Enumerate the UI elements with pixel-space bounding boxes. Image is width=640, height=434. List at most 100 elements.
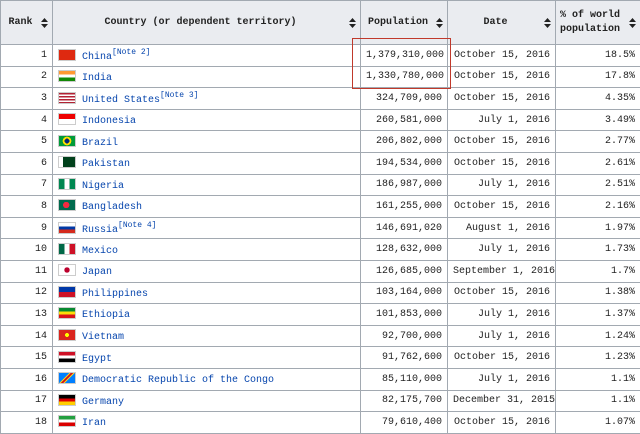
rank-cell: 6 [0,151,53,175]
population-cell: 103,164,000 [360,281,448,305]
table-row: 18 Iran 79,610,400 October 15, 2016 1.07% [0,411,640,434]
flag-icon [58,372,76,385]
percent-cell: 3.49% [555,108,640,132]
population-cell: 79,610,400 [360,411,448,434]
header-text: % of world population [560,9,621,35]
date-cell: October 15, 2016 [447,65,556,89]
rank-cell: 9 [0,216,53,240]
date-cell: October 15, 2016 [447,195,556,218]
population-cell: 128,632,000 [360,238,448,261]
country-link[interactable]: Ethiopia [82,310,131,322]
column-header[interactable]: Population [360,0,448,45]
note-link[interactable]: [Note 2] [112,47,151,57]
country-link[interactable]: Philippines [82,288,149,300]
country-cell: Russia[Note 4] [52,216,361,240]
country-cell: Brazil [52,130,361,153]
population-cell: 324,709,000 [360,87,448,110]
table-row: 16 Democratic Republic of the Congo 85,110… [0,367,640,391]
flag-icon [58,199,76,212]
country-link[interactable]: Democratic Republic of the Congo [82,375,275,387]
flag-icon [58,177,76,190]
column-header[interactable]: Date [447,0,556,45]
sort-icon[interactable] [349,17,356,28]
country-link[interactable]: Germany [82,396,125,408]
country-link[interactable]: Nigeria [82,180,125,192]
country-cell: Democratic Republic of the Congo [52,367,361,391]
percent-cell: 2.77% [555,130,640,153]
country-cell: Pakistan [52,151,361,175]
country-link[interactable]: Vietnam [82,332,125,344]
date-cell: October 15, 2016 [447,130,556,153]
table-row: 13 Ethiopia 101,853,000 July 1, 2016 1.37% [0,303,640,326]
rank-cell: 18 [0,411,53,434]
country-link[interactable]: Brazil [82,137,119,149]
percent-cell: 1.73% [555,238,640,261]
flag-icon [58,69,76,82]
note-link[interactable]: [Note 4] [118,220,157,230]
date-cell: October 15, 2016 [447,44,556,67]
country-cell: China[Note 2] [52,44,361,67]
percent-cell: 2.61% [555,151,640,175]
population-cell: 101,853,000 [360,303,448,326]
table-row: 9 Russia[Note 4] 146,691,020 August 1, 2016… [0,216,640,240]
date-cell: October 15, 2016 [447,151,556,175]
population-cell: 146,691,020 [360,216,448,240]
country-link[interactable]: India [82,72,113,84]
country-cell: Egypt [52,346,361,369]
sort-icon[interactable] [41,17,48,28]
percent-cell: 4.35% [555,87,640,110]
population-cell: 260,581,000 [360,108,448,132]
rank-cell: 13 [0,303,53,326]
column-header[interactable]: Country (or dependent territory) [52,0,361,45]
country-cell: Mexico [52,238,361,261]
country-link[interactable]: Mexico [82,245,119,257]
country-cell: Philippines [52,281,361,305]
note-link[interactable]: [Note 3] [160,90,199,100]
table-row: 7 Nigeria 186,987,000 July 1, 2016 2.51% [0,173,640,197]
table-row: 4 Indonesia 260,581,000 July 1, 2016 3.49% [0,108,640,132]
flag-icon [58,221,76,234]
country-link[interactable]: Japan [82,267,113,279]
flag-icon [58,307,76,320]
column-header[interactable]: % of world population [555,0,640,45]
header-text: Country (or dependent territory) [104,16,297,28]
rank-cell: 17 [0,389,53,413]
percent-cell: 2.51% [555,173,640,197]
country-link[interactable]: China [82,51,113,63]
table-row: 17 Germany 82,175,700 December 31, 2015 1.1% [0,389,640,413]
country-link[interactable]: Egypt [82,353,113,365]
flag-icon [58,285,76,298]
rank-cell: 1 [0,44,53,67]
population-cell: 85,110,000 [360,367,448,391]
percent-cell: 1.97% [555,216,640,240]
percent-cell: 1.38% [555,281,640,305]
date-cell: July 1, 2016 [447,108,556,132]
table-row: 6 Pakistan 194,534,000 October 15, 2016 2.61… [0,151,640,175]
country-link[interactable]: Pakistan [82,159,131,171]
sort-icon[interactable] [629,17,636,28]
flag-icon [58,242,76,255]
rank-cell: 7 [0,173,53,197]
rank-cell: 14 [0,324,53,348]
table-row: 10 Mexico 128,632,000 July 1, 2016 1.73% [0,238,640,261]
flag-icon [58,134,76,147]
date-cell: July 1, 2016 [447,238,556,261]
country-cell: Nigeria [52,173,361,197]
date-cell: October 15, 2016 [447,87,556,110]
country-link[interactable]: Russia [82,224,119,236]
country-link[interactable]: Bangladesh [82,202,143,214]
sort-icon[interactable] [436,17,443,28]
date-cell: July 1, 2016 [447,367,556,391]
rank-cell: 15 [0,346,53,369]
percent-cell: 1.24% [555,324,640,348]
country-cell: Japan [52,259,361,283]
country-link[interactable]: Iran [82,418,107,430]
date-cell: July 1, 2016 [447,303,556,326]
header-row: Rank Country (or dependent territory) Popu… [0,0,640,45]
country-link[interactable]: United States [82,94,161,106]
sort-icon[interactable] [544,17,551,28]
flag-icon [58,48,76,61]
population-cell: 186,987,000 [360,173,448,197]
country-link[interactable]: Indonesia [82,116,137,128]
column-header[interactable]: Rank [0,0,53,45]
